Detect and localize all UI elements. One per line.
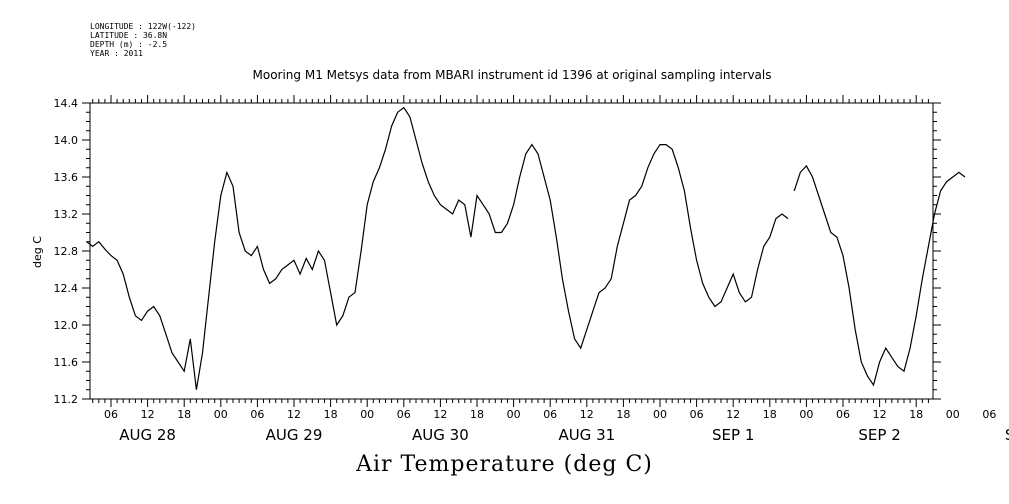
x-day-label: AUG 29 (266, 426, 323, 444)
x-day-label: AUG 30 (412, 426, 469, 444)
x-hour-label: 12 (726, 408, 740, 421)
x-hour-label: 18 (324, 408, 338, 421)
x-hour-label: 00 (799, 408, 813, 421)
x-hour-label: 00 (507, 408, 521, 421)
x-hour-label: 12 (873, 408, 887, 421)
metadata-latitude: LATITUDE : 36.8N (90, 31, 168, 40)
x-hour-label: 18 (616, 408, 630, 421)
x-hour-label: 00 (653, 408, 667, 421)
series-group (86, 106, 966, 390)
x-hour-label: 06 (250, 408, 264, 421)
x-day-label: SEP 2 (858, 426, 900, 444)
metadata-depth: DEPTH (m) : -2.5 (90, 40, 168, 49)
metadata-block: LONGITUDE : 122W(-122) LATITUDE : 36.8N … (90, 22, 196, 58)
x-day-label: AUG 28 (119, 426, 176, 444)
x-day-label: SEP 1 (712, 426, 754, 444)
temperature-line-segment (86, 106, 789, 390)
x-hour-label: 18 (763, 408, 777, 421)
y-tick-label: 11.2 (54, 393, 79, 406)
x-hour-label: 00 (946, 408, 960, 421)
x-hour-label: 06 (982, 408, 996, 421)
temperature-line-segment (793, 164, 966, 387)
plot-frame (89, 102, 934, 400)
y-axis-label: deg C (31, 236, 44, 268)
y-tick-label: 13.6 (54, 171, 79, 184)
x-hour-label: 00 (214, 408, 228, 421)
y-tick-label: 12.8 (54, 245, 79, 258)
x-hour-label: 18 (177, 408, 191, 421)
x-axis: 06 12 18 00 06 12 18 00 06 12 18 00 06 12 18 00 06 12 18 00… (92, 95, 1009, 444)
x-hour-label: 06 (397, 408, 411, 421)
x-day-label: SEP 3 (1005, 426, 1009, 444)
x-day-label: AUG 31 (558, 426, 615, 444)
x-axis-label: Air Temperature (deg C) (356, 452, 653, 477)
x-hour-label: 12 (287, 408, 301, 421)
y-tick-label: 12.4 (54, 282, 79, 295)
x-hour-label: 18 (470, 408, 484, 421)
x-hour-label: 12 (433, 408, 447, 421)
x-hour-label: 12 (580, 408, 594, 421)
x-hour-label: 18 (909, 408, 923, 421)
metadata-longitude: LONGITUDE : 122W(-122) (90, 22, 196, 31)
chart-title: Mooring M1 Metsys data from MBARI instru… (252, 68, 772, 82)
y-tick-label: 12.0 (54, 319, 79, 332)
metadata-year: YEAR : 2011 (90, 49, 143, 58)
x-hour-label: 06 (543, 408, 557, 421)
y-tick-label: 14.4 (54, 97, 79, 110)
x-hour-label: 06 (104, 408, 118, 421)
x-hour-label: 12 (141, 408, 155, 421)
x-hour-label: 00 (360, 408, 374, 421)
y-tick-label: 14.0 (54, 134, 79, 147)
y-tick-label: 13.2 (54, 208, 79, 221)
x-hour-label: 06 (836, 408, 850, 421)
y-axis: 11.2 11.6 12.0 12.4 12.8 13.2 13.6 14.0 14.4 (54, 97, 941, 406)
x-hour-label: 06 (690, 408, 704, 421)
y-tick-label: 11.6 (54, 356, 79, 369)
